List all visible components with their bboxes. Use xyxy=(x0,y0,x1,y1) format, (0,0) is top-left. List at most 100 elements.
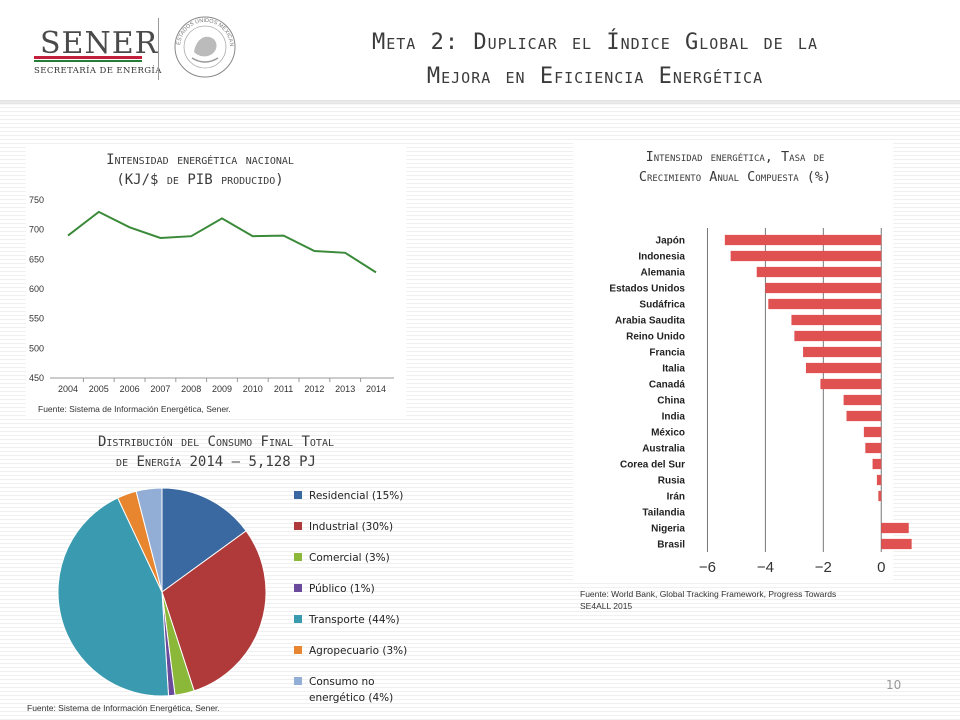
page-title: Meta 2: Duplicar el Índice Global de la … xyxy=(250,26,940,94)
bar-chart-category-label: Alemania xyxy=(641,268,686,279)
line-chart-y-tick: 700 xyxy=(29,225,44,235)
line-chart-x-tick: 2006 xyxy=(120,384,140,394)
bar-chart-bar xyxy=(878,490,882,502)
line-chart-x-tick: 2004 xyxy=(58,384,78,394)
logo-red-rule xyxy=(34,56,142,59)
bar-chart-bar xyxy=(794,330,882,342)
bar-chart-bar xyxy=(756,266,882,278)
line-chart-title: Intensidad energética nacional (KJ/$ de … xyxy=(30,150,370,190)
bar-chart-category-label: Indonesia xyxy=(638,252,685,263)
pie-chart-title-line2: de Energía 2014 – 5,128 PJ xyxy=(116,454,316,470)
bar-chart-bar xyxy=(805,362,882,374)
bar-chart-bar xyxy=(791,314,882,326)
bar-chart-source-line2: SE4ALL 2015 xyxy=(580,601,633,611)
bar-chart-title-line1: Intensidad energética, Tasa de xyxy=(645,149,825,165)
bar-chart-bar xyxy=(803,346,882,358)
bar-chart-source-line1: Fuente: World Bank, Global Tracking Fram… xyxy=(580,589,837,599)
bar-chart-bar xyxy=(872,458,882,470)
line-chart: 450 500 550 600 650 700 750 2004 2005 2006 2007 200… xyxy=(29,195,394,394)
line-chart-y-tick: 550 xyxy=(29,314,44,324)
bar-chart-category-label: Estados Unidos xyxy=(609,284,685,295)
line-chart-x-tick: 2009 xyxy=(212,384,232,394)
bar-chart-category-label: India xyxy=(662,412,686,423)
bar-chart-category-label: Nigeria xyxy=(651,524,685,535)
logo-subtitle: SECRETARÍA DE ENERGÍA xyxy=(34,66,162,76)
pie-legend-label: Comercial (3%) xyxy=(309,552,390,564)
bar-chart-category-label: Rusia xyxy=(658,476,686,487)
line-chart-y-tick: 500 xyxy=(29,343,44,353)
pie-legend-label: Agropecuario (3%) xyxy=(309,645,408,657)
bar-chart-category-label: Tailandia xyxy=(642,508,685,519)
pie-legend-swatch xyxy=(294,615,302,623)
bar-chart-category-label: Australia xyxy=(642,444,685,455)
bar-chart-bar xyxy=(765,282,882,294)
bar-chart-category-label: Japón xyxy=(656,236,685,247)
bar-chart-category-label: Reino Unido xyxy=(626,332,685,343)
bar-chart-x-tick: −2 xyxy=(815,559,832,576)
bar-chart-source: Fuente: World Bank, Global Tracking Fram… xyxy=(580,588,836,612)
bar-chart-category-label: Francia xyxy=(649,348,685,359)
pie-legend-swatch xyxy=(294,491,302,499)
line-chart-title-line2: (KJ/$ de PIB producido) xyxy=(116,172,284,188)
pie-legend-label: Residencial (15%) xyxy=(309,490,404,502)
pie-legend-label: Transporte (44%) xyxy=(309,614,400,626)
pie-slice xyxy=(161,487,247,593)
pie-legend-label: Industrial (30%) xyxy=(309,521,394,533)
bar-chart-x-tick: −6 xyxy=(699,559,716,576)
line-chart-x-tick: 2005 xyxy=(89,384,109,394)
page-title-line2: Mejora en Eficiencia Energética xyxy=(426,64,764,89)
pie-chart-title-line1: Distribución del Consumo Final Total xyxy=(97,434,334,450)
pie-legend-label: Consumo no energético (4%) xyxy=(309,676,394,704)
pie-legend-label: Público (1%) xyxy=(309,583,375,595)
pie-legend-swatch xyxy=(294,522,302,530)
pie-chart-source: Fuente: Sistema de Información Energétic… xyxy=(27,703,220,713)
bar-chart-bar xyxy=(843,394,882,406)
bar-chart-category-label: Italia xyxy=(662,364,685,375)
line-chart-x-tick: 2011 xyxy=(274,384,293,394)
pie-legend-swatch xyxy=(294,646,302,654)
header-shadow xyxy=(0,100,960,106)
slide-header: SENER SECRETARÍA DE ENERGÍA ESTADOS UNID… xyxy=(0,0,960,100)
pie-chart xyxy=(57,487,267,697)
logo-divider xyxy=(158,18,159,80)
bar-chart-category-label: Arabia Saudita xyxy=(615,316,685,327)
bar-chart-bar xyxy=(724,234,882,246)
line-chart-x-tick: 2010 xyxy=(243,384,263,394)
pie-slice xyxy=(161,530,267,692)
pie-chart-title: Distribución del Consumo Final Total de … xyxy=(26,432,406,472)
pie-legend-swatch xyxy=(294,677,302,685)
line-chart-x-tick: 2013 xyxy=(335,384,355,394)
line-chart-y-tick: 650 xyxy=(29,254,44,264)
pie-slice xyxy=(135,487,163,593)
line-chart-x-tick: 2008 xyxy=(181,384,201,394)
line-chart-x-tick: 2012 xyxy=(304,384,324,394)
line-chart-series xyxy=(67,210,377,274)
pie-legend-swatch xyxy=(294,584,302,592)
mexico-seal-icon: ESTADOS UNIDOS MEXICANOS xyxy=(170,12,236,78)
page-number: 10 xyxy=(886,678,902,692)
bar-chart-bar xyxy=(846,410,882,422)
bar-chart-x-tick: 0 xyxy=(877,559,885,576)
bar-chart-bar xyxy=(865,442,882,454)
line-chart-title-line1: Intensidad energética nacional xyxy=(106,152,294,168)
bar-chart-title: Intensidad energética, Tasa de Crecimien… xyxy=(560,147,910,187)
bar-chart-bar xyxy=(768,298,882,310)
bar-chart-bar xyxy=(881,538,912,550)
bar-chart-bar xyxy=(881,522,909,534)
bar-chart-bar xyxy=(730,250,882,262)
page-title-line1: Meta 2: Duplicar el Índice Global de la xyxy=(372,30,818,55)
bar-chart-panel xyxy=(573,140,893,580)
line-chart-y-tick: 600 xyxy=(29,284,44,294)
bar-chart-bar xyxy=(863,426,882,438)
bar-chart-x-tick: −4 xyxy=(757,559,774,576)
bar-chart-category-label: México xyxy=(651,428,685,439)
bar-chart-bar xyxy=(820,378,882,390)
bar-chart-category-label: Corea del Sur xyxy=(620,460,685,471)
line-chart-y-tick: 750 xyxy=(29,195,44,205)
bar-chart: −6 −4 −2 0 Japón Indonesia Alemania Estados Uni… xyxy=(609,228,912,576)
line-chart-y-tick: 450 xyxy=(29,373,44,383)
sener-logo: SENER xyxy=(40,26,159,61)
bar-chart-category-label: Irán xyxy=(667,492,685,503)
bar-chart-category-label: Sudáfrica xyxy=(639,300,685,311)
line-chart-panel xyxy=(26,145,406,417)
